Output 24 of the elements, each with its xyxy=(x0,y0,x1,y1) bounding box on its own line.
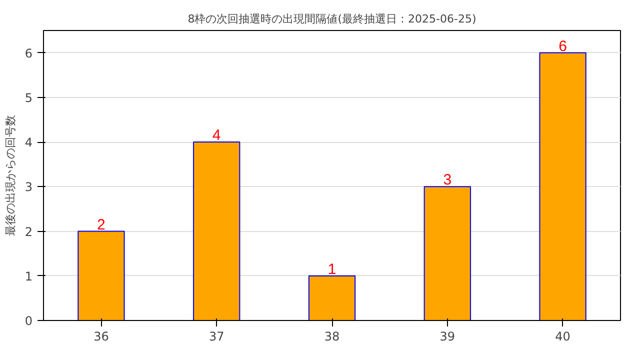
data-label: 1 xyxy=(328,260,336,278)
y-tick-label: 3 xyxy=(24,180,33,194)
data-label: 4 xyxy=(212,127,221,144)
x-tick-label: 38 xyxy=(324,330,340,344)
bar xyxy=(308,275,356,320)
y-tick-label: 0 xyxy=(24,314,33,328)
data-label: 3 xyxy=(443,172,452,189)
x-tick-label: 39 xyxy=(440,330,456,344)
y-tick-label: 5 xyxy=(24,90,33,105)
y-tick-label: 2 xyxy=(24,224,33,239)
data-label: 6 xyxy=(558,38,567,55)
chart-title: 8枠の次回抽選時の出現間隔値(最終抽選日：2025-06-25) xyxy=(188,12,476,26)
x-tick-label: 37 xyxy=(208,330,224,344)
y-axis-title: 最後の出現からの回号数 xyxy=(4,115,17,236)
bar xyxy=(424,186,471,320)
y-tick-label: 1 xyxy=(24,269,33,284)
bar xyxy=(539,52,586,320)
data-label: 2 xyxy=(97,216,106,234)
bar xyxy=(193,142,240,320)
y-tick-label: 6 xyxy=(24,46,33,60)
bar xyxy=(78,230,125,320)
x-tick-label: 40 xyxy=(555,330,570,344)
y-tick-label: 4 xyxy=(24,136,33,150)
x-tick-label: 36 xyxy=(94,330,109,344)
